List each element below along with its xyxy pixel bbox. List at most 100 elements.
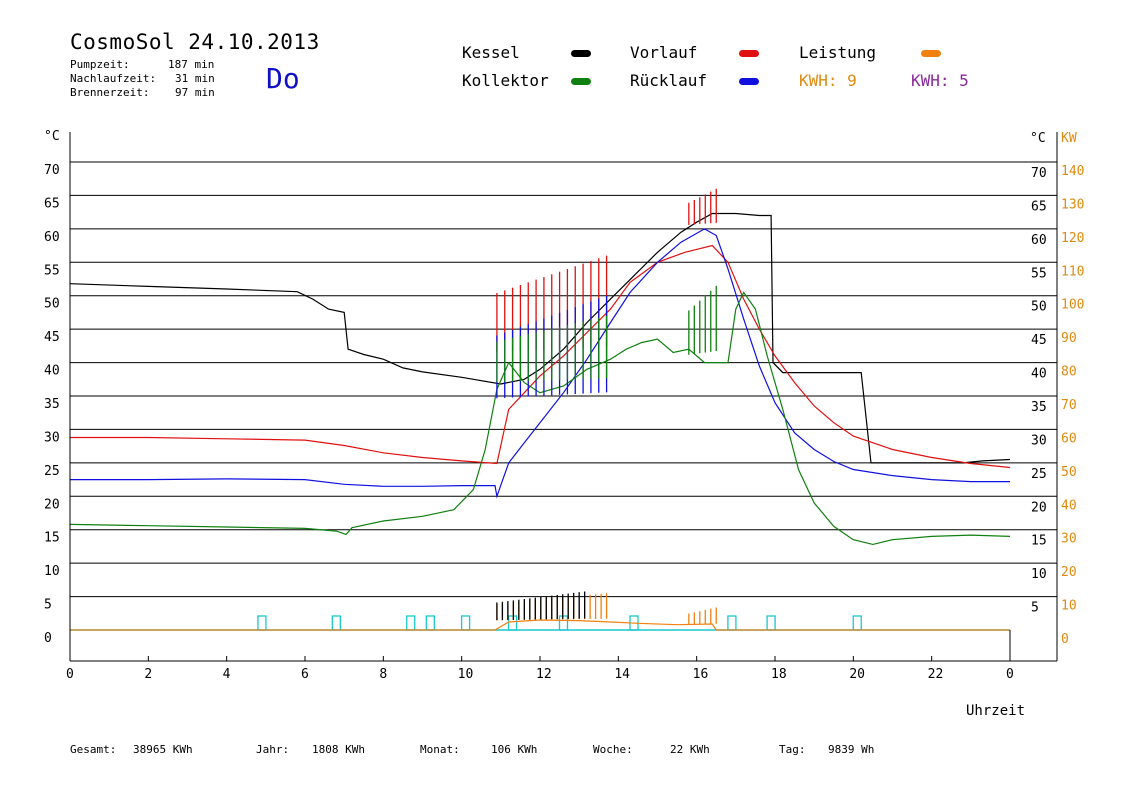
pump-marker <box>425 615 435 631</box>
legend-kessel-label: Kessel <box>462 43 520 62</box>
chart-title: CosmoSol 24.10.2013 <box>70 30 320 54</box>
footer-tag-label: Tag: <box>779 743 806 756</box>
y-tick-label-right: 15 <box>1031 534 1047 549</box>
y2-tick-label: 0 <box>1061 632 1069 647</box>
y2-tick-label: 80 <box>1061 365 1077 380</box>
y2-tick-label: 110 <box>1061 264 1084 279</box>
x-tick-label: 22 <box>928 667 944 682</box>
y-tick-label-right: 55 <box>1031 266 1047 281</box>
legend-kollektor-swatch <box>571 78 591 85</box>
y-tick-label-right: 50 <box>1031 300 1047 315</box>
y-tick-label-right: 10 <box>1031 567 1047 582</box>
y2-tick-label: 120 <box>1061 231 1084 246</box>
stat-nachlaufzeit-value: 31 min <box>175 72 215 85</box>
y-tick-label-left: 50 <box>44 297 60 312</box>
grid-lines <box>70 161 1057 598</box>
stat-nachlaufzeit-label: Nachlaufzeit: <box>70 72 157 85</box>
chart-frame <box>69 132 1058 662</box>
y-tick-label-right: 45 <box>1031 333 1047 348</box>
footer-tag-value: 9839 Wh <box>828 743 875 756</box>
x-tick-label: 6 <box>301 667 309 682</box>
x-tick-label: 0 <box>66 667 74 682</box>
y-axis-unit-left: °C <box>44 129 60 144</box>
series-line-rücklauf <box>70 228 1010 499</box>
legend-vorlauf-label: Vorlauf <box>630 43 698 62</box>
series-line-kollektor <box>69 291 1011 546</box>
y-tick-label-left: 10 <box>44 564 60 579</box>
footer-woche-value: 22 KWh <box>670 743 710 756</box>
stat-pumpzeit-value: 187 min <box>168 58 215 71</box>
series-line-kessel <box>69 212 1011 464</box>
x-tick-label: 8 <box>379 667 387 682</box>
x-tick-label: 10 <box>458 667 474 682</box>
y2-tick-label: 20 <box>1061 565 1077 580</box>
pump-marker <box>406 615 416 631</box>
footer-gesamt-value: 38965 KWh <box>133 743 193 756</box>
x-tick-label: 20 <box>849 667 865 682</box>
x-tick-label: 14 <box>614 667 630 682</box>
x-tick-label: 0 <box>1006 667 1014 682</box>
legend-ruecklauf-label: Rücklauf <box>630 71 708 90</box>
y-tick-label-left: 35 <box>44 397 60 412</box>
stat-pumpzeit-label: Pumpzeit: <box>70 58 130 71</box>
y-tick-label-right: 60 <box>1031 233 1047 248</box>
x-tick-label: 4 <box>223 667 231 682</box>
y-tick-label-right: 65 <box>1031 199 1047 214</box>
pump-marker <box>558 615 569 631</box>
y2-tick-label: 70 <box>1061 398 1077 413</box>
x-tick-label: 18 <box>771 667 787 682</box>
footer-monat-value: 106 KWh <box>491 743 538 756</box>
y-tick-label-left: 60 <box>44 230 60 245</box>
legend-kessel-swatch <box>571 50 591 57</box>
y-tick-label-right: 30 <box>1031 433 1047 448</box>
y-axis-unit-right: °C <box>1030 131 1046 146</box>
pump-marker <box>507 615 518 631</box>
pump-marker <box>852 615 862 631</box>
footer-jahr-value: 1808 KWh <box>312 743 365 756</box>
pump-markers <box>70 615 1010 631</box>
y2-tick-label: 30 <box>1061 532 1077 547</box>
legend-kollektor-label: Kollektor <box>462 71 549 90</box>
weekday-label: Do <box>266 62 300 95</box>
y-tick-label-left: 55 <box>44 263 60 278</box>
x-tick-label: 16 <box>693 667 709 682</box>
y-tick-label-right: 20 <box>1031 500 1047 515</box>
y-axis-unit-power: KW <box>1061 131 1077 146</box>
pump-marker <box>257 615 267 631</box>
y-tick-label-right: 40 <box>1031 367 1047 382</box>
legend-leistung-label: Leistung <box>799 43 877 62</box>
x-tick-label: 12 <box>536 667 552 682</box>
y-tick-label-left: 40 <box>44 364 60 379</box>
y-tick-label-left: 45 <box>44 330 60 345</box>
y-tick-label-left: 0 <box>44 631 52 646</box>
y-tick-label-left: 65 <box>44 196 60 211</box>
x-axis-label: Uhrzeit <box>966 703 1025 719</box>
pump-marker <box>727 615 737 631</box>
footer-woche-label: Woche: <box>593 743 633 756</box>
series-line-vorlauf <box>70 244 1011 469</box>
y2-tick-label: 140 <box>1061 164 1084 179</box>
stat-brennerzeit-label: Brennerzeit: <box>70 86 150 99</box>
y-tick-label-right: 5 <box>1031 601 1039 616</box>
y2-tick-label: 60 <box>1061 431 1077 446</box>
stat-brennerzeit-value: 97 min <box>175 86 215 99</box>
y-tick-label-left: 5 <box>44 598 52 613</box>
legend-kwh-solar: KWH: 9 <box>799 71 857 90</box>
y2-tick-label: 40 <box>1061 498 1077 513</box>
data-lines <box>69 188 1011 631</box>
y-tick-label-right: 35 <box>1031 400 1047 415</box>
footer-jahr-label: Jahr: <box>256 743 290 756</box>
legend-leistung-swatch <box>921 50 941 57</box>
y-tick-label-right: 25 <box>1031 467 1047 482</box>
y-tick-label-left: 15 <box>44 531 60 546</box>
x-tick-label: 2 <box>144 667 152 682</box>
y-tick-label-left: 30 <box>44 430 60 445</box>
legend-kwh-burner: KWH: 5 <box>911 71 969 90</box>
y2-tick-label: 10 <box>1061 599 1077 614</box>
pump-marker <box>331 615 341 631</box>
y-tick-label-left: 20 <box>44 497 60 512</box>
pump-marker <box>460 615 471 631</box>
pump-marker <box>766 615 776 631</box>
